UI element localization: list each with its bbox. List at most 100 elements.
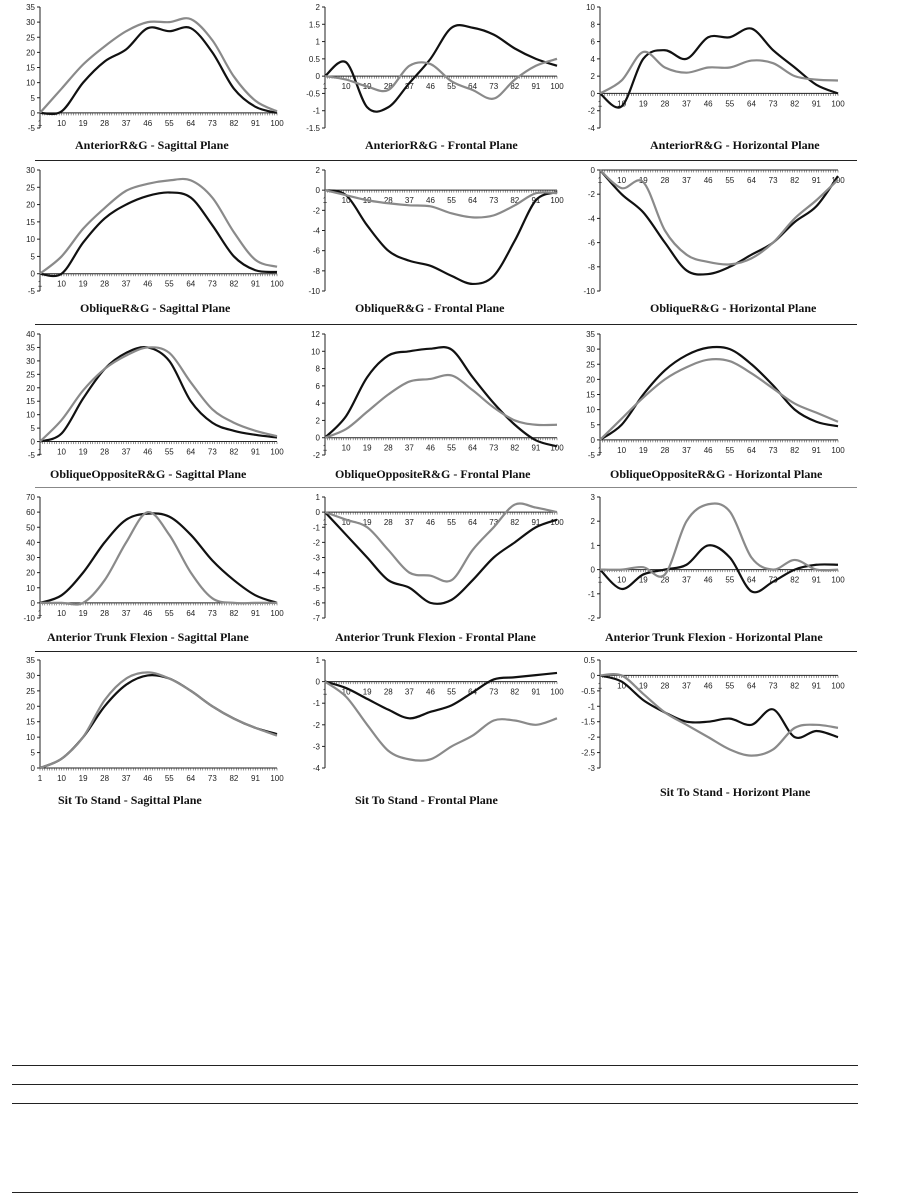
x-tick-label: 19 xyxy=(79,774,88,783)
x-tick-label: 91 xyxy=(531,444,540,453)
series-line-black xyxy=(39,191,278,278)
x-tick-label: 82 xyxy=(790,446,799,455)
x-tick-label: 1 xyxy=(38,119,43,128)
row-divider xyxy=(35,651,857,652)
y-tick-label: -2 xyxy=(588,733,596,742)
x-tick-label: 37 xyxy=(682,99,691,108)
y-tick-label: 0 xyxy=(316,434,321,443)
series-line-grey xyxy=(599,169,839,266)
y-tick-label: -2 xyxy=(588,107,596,116)
x-tick-label: 46 xyxy=(426,444,435,453)
x-tick-label: 10 xyxy=(342,196,351,205)
x-tick-label: 28 xyxy=(660,176,669,185)
y-tick-label: -3 xyxy=(313,742,321,751)
series-line-black xyxy=(599,169,839,276)
x-tick-label: 37 xyxy=(405,444,414,453)
y-tick-label: 12 xyxy=(311,330,320,339)
y-tick-label: 30 xyxy=(26,166,35,175)
x-tick-label: 28 xyxy=(384,82,393,91)
y-tick-label: 0 xyxy=(591,566,596,575)
x-tick-label: 82 xyxy=(229,119,238,128)
chart-6: -10 -8 -6 -4 -2 0 1 10 19 28 37 46 55 64 73 82 91 100 Obli… xyxy=(560,163,860,326)
x-tick-label: 55 xyxy=(725,99,734,108)
x-tick-label: 10 xyxy=(57,609,66,618)
x-tick-label: 55 xyxy=(165,280,174,289)
x-tick-label: 100 xyxy=(831,99,845,108)
x-tick-label: 91 xyxy=(251,774,260,783)
x-tick-label: 82 xyxy=(510,518,519,527)
x-tick-label: 46 xyxy=(426,196,435,205)
y-tick-label: 25 xyxy=(26,370,35,379)
y-tick-label: 35 xyxy=(26,3,35,12)
y-tick-label: 15 xyxy=(26,218,35,227)
y-tick-label: 5 xyxy=(591,421,596,430)
x-tick-label: 73 xyxy=(208,119,217,128)
series-line-black xyxy=(39,512,278,604)
y-tick-label: 4 xyxy=(316,399,321,408)
series-line-black xyxy=(599,544,839,594)
chart-title: ObliqueOppositeR&G - Sagittal Plane xyxy=(50,467,247,481)
y-tick-label: 0 xyxy=(591,436,596,445)
y-tick-label: 25 xyxy=(26,33,35,42)
y-tick-label: 2 xyxy=(591,517,596,526)
y-tick-label: 15 xyxy=(26,397,35,406)
x-tick-label: 91 xyxy=(812,99,821,108)
chart-svg: -5 0 5 10 15 20 25 30 35 1 10 19 28 37 46 55 64 73 82 91 100 xyxy=(26,3,284,133)
chart-5: -10 -8 -6 -4 -2 0 2 1 10 19 28 37 46 55 64 73 82 91 100 Obl… xyxy=(285,163,585,326)
x-tick-label: 55 xyxy=(725,576,734,585)
y-tick-label: -6 xyxy=(313,599,321,608)
series-line-grey xyxy=(324,57,558,100)
x-tick-label: 73 xyxy=(769,446,778,455)
series-line-black xyxy=(324,189,558,286)
x-tick-label: 64 xyxy=(468,82,477,91)
x-tick-label: 55 xyxy=(165,448,174,457)
y-tick-label: 20 xyxy=(26,384,35,393)
y-tick-label: 20 xyxy=(26,569,35,578)
y-tick-label: -1.5 xyxy=(581,718,595,727)
y-tick-label: -1 xyxy=(313,107,321,116)
y-tick-label: 35 xyxy=(586,330,595,339)
x-tick-label: 82 xyxy=(790,681,799,690)
x-tick-label: 19 xyxy=(639,576,648,585)
y-tick-label: 5 xyxy=(31,424,36,433)
x-tick-label: 82 xyxy=(510,196,519,205)
chart-svg: -10 0 10 20 30 40 50 60 70 1 10 19 28 37 46 55 64 73 82 91 1… xyxy=(23,493,284,623)
x-tick-label: 28 xyxy=(100,280,109,289)
row-divider xyxy=(35,324,857,325)
x-tick-label: 28 xyxy=(100,774,109,783)
y-tick-label: 30 xyxy=(26,554,35,563)
table-rule xyxy=(12,1065,858,1066)
y-tick-label: 8 xyxy=(591,20,596,29)
y-tick-label: -6 xyxy=(588,239,596,248)
x-tick-label: 1 xyxy=(598,681,603,690)
x-tick-label: 10 xyxy=(617,681,626,690)
x-tick-label: 46 xyxy=(143,448,152,457)
y-tick-label: -4 xyxy=(313,764,321,773)
chart-title: ObliqueR&G - Sagittal Plane xyxy=(80,301,231,315)
y-tick-label: 10 xyxy=(586,3,595,12)
y-tick-label: 60 xyxy=(26,508,35,517)
x-tick-label: 46 xyxy=(704,576,713,585)
x-tick-label: 37 xyxy=(682,576,691,585)
y-tick-label: -10 xyxy=(583,287,595,296)
y-tick-label: 25 xyxy=(26,183,35,192)
chart-title: Sit To Stand - Sagittal Plane xyxy=(58,793,202,807)
y-tick-label: -5 xyxy=(313,584,321,593)
x-tick-label: 82 xyxy=(510,688,519,697)
table-rule xyxy=(12,1084,858,1085)
x-tick-label: 10 xyxy=(57,280,66,289)
x-tick-label: 100 xyxy=(550,518,564,527)
y-tick-label: 2 xyxy=(316,416,321,425)
x-tick-label: 19 xyxy=(79,609,88,618)
y-tick-label: 10 xyxy=(26,79,35,88)
series-line-grey xyxy=(324,189,558,219)
y-tick-label: -1 xyxy=(313,523,321,532)
chart-4: -5 0 5 10 15 20 25 30 1 10 19 28 37 46 55 64 73 82 91 100 Ob… xyxy=(0,163,300,326)
x-tick-label: 10 xyxy=(57,448,66,457)
y-tick-label: 30 xyxy=(26,18,35,27)
series-line-grey xyxy=(599,50,839,95)
chart-11: -7 -6 -5 -4 -3 -2 -1 0 1 1 10 19 28 37 46 55 64 73 82 91 100… xyxy=(285,490,585,653)
x-tick-label: 64 xyxy=(468,196,477,205)
x-tick-label: 55 xyxy=(725,446,734,455)
y-tick-label: 3 xyxy=(591,493,596,502)
